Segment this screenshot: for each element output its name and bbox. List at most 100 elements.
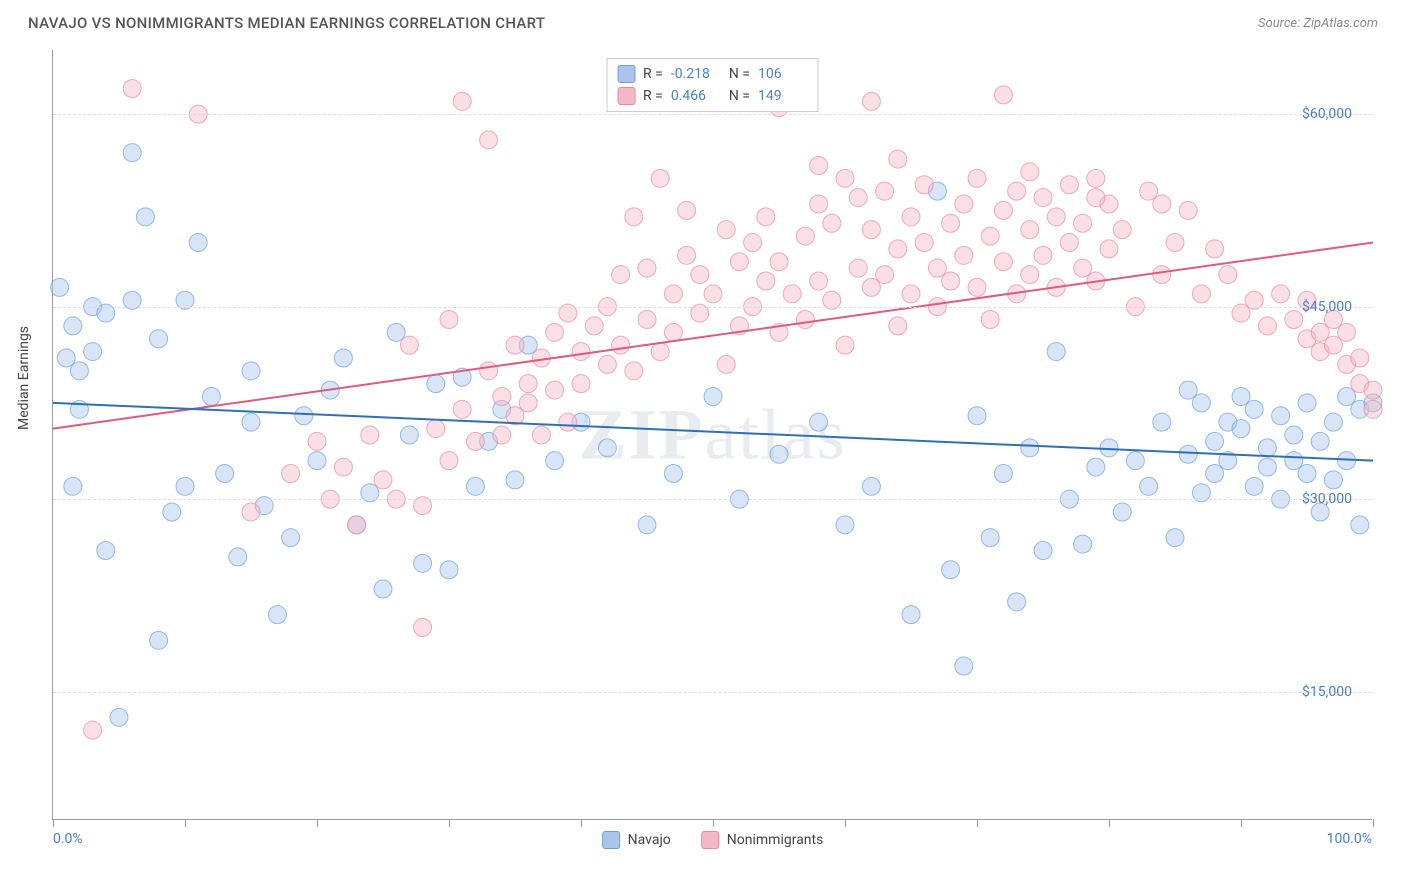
x-axis-max-label: 100.0% (1327, 831, 1372, 847)
data-point (664, 285, 682, 303)
data-point (994, 465, 1012, 483)
data-point (810, 195, 828, 213)
data-point (902, 208, 920, 226)
data-point (1258, 439, 1276, 457)
data-point (1021, 221, 1039, 239)
data-point (70, 362, 88, 380)
data-point (374, 471, 392, 489)
nonimmigrants-swatch-icon (617, 87, 635, 105)
data-point (1285, 311, 1303, 329)
data-point (282, 529, 300, 547)
data-point (176, 477, 194, 495)
data-point (968, 169, 986, 187)
data-point (440, 452, 458, 470)
data-point (1232, 388, 1250, 406)
data-point (862, 278, 880, 296)
data-point (744, 234, 762, 252)
data-point (862, 477, 880, 495)
data-point (84, 343, 102, 361)
data-point (453, 92, 471, 110)
data-point (704, 388, 722, 406)
data-point (150, 631, 168, 649)
data-point (902, 606, 920, 624)
data-point (532, 426, 550, 444)
data-point (968, 278, 986, 296)
data-point (638, 259, 656, 277)
legend-item-navajo: Navajo (602, 831, 671, 849)
data-point (1126, 452, 1144, 470)
data-point (1021, 163, 1039, 181)
data-point (506, 336, 524, 354)
data-point (546, 452, 564, 470)
data-point (1364, 400, 1382, 418)
data-point (1060, 234, 1078, 252)
data-point (651, 169, 669, 187)
chart-area: ZIPatlas R = -0.218 N = 106 R = 0.466 N … (52, 50, 1372, 820)
data-point (981, 529, 999, 547)
data-point (968, 407, 986, 425)
data-point (1219, 266, 1237, 284)
data-point (480, 131, 498, 149)
data-point (955, 195, 973, 213)
data-point (1047, 343, 1065, 361)
data-point (796, 311, 814, 329)
nonimmigrants-r-value: 0.466 (671, 88, 721, 104)
data-point (1206, 432, 1224, 450)
data-point (572, 375, 590, 393)
data-point (480, 362, 498, 380)
gridline (53, 114, 1372, 115)
data-point (1272, 285, 1290, 303)
data-point (493, 388, 511, 406)
data-point (810, 413, 828, 431)
data-point (717, 355, 735, 373)
data-point (1166, 529, 1184, 547)
data-point (836, 169, 854, 187)
data-point (889, 317, 907, 335)
navajo-n-value: 106 (758, 66, 808, 82)
x-tick (977, 819, 978, 827)
legend-nonimmigrants-label: Nonimmigrants (727, 832, 824, 848)
data-point (506, 471, 524, 489)
x-tick (449, 819, 450, 827)
r-label: R = (643, 88, 663, 104)
data-point (334, 349, 352, 367)
data-point (202, 388, 220, 406)
gridline (53, 499, 1372, 500)
data-point (51, 278, 69, 296)
data-point (64, 317, 82, 335)
data-point (955, 246, 973, 264)
data-point (1087, 458, 1105, 476)
data-point (295, 407, 313, 425)
data-point (704, 285, 722, 303)
data-point (836, 336, 854, 354)
x-tick (1109, 819, 1110, 827)
data-point (387, 323, 405, 341)
x-tick (185, 819, 186, 827)
data-point (1298, 465, 1316, 483)
data-point (1074, 259, 1092, 277)
legend: Navajo Nonimmigrants (602, 831, 824, 849)
data-point (638, 311, 656, 329)
data-point (559, 413, 577, 431)
data-point (1324, 471, 1342, 489)
n-label: N = (729, 88, 750, 104)
data-point (1245, 477, 1263, 495)
data-point (757, 272, 775, 290)
data-point (1047, 208, 1065, 226)
data-point (981, 227, 999, 245)
data-point (942, 561, 960, 579)
data-point (123, 144, 141, 162)
data-point (1153, 266, 1171, 284)
data-point (1153, 413, 1171, 431)
data-point (1311, 323, 1329, 341)
data-point (427, 375, 445, 393)
data-point (678, 201, 696, 219)
navajo-r-value: -0.218 (671, 66, 721, 82)
data-point (1179, 201, 1197, 219)
data-point (1192, 285, 1210, 303)
navajo-swatch-icon (617, 65, 635, 83)
nonimmigrants-legend-swatch-icon (701, 831, 719, 849)
x-tick (1373, 819, 1374, 827)
legend-item-nonimmigrants: Nonimmigrants (701, 831, 824, 849)
data-point (1113, 221, 1131, 239)
